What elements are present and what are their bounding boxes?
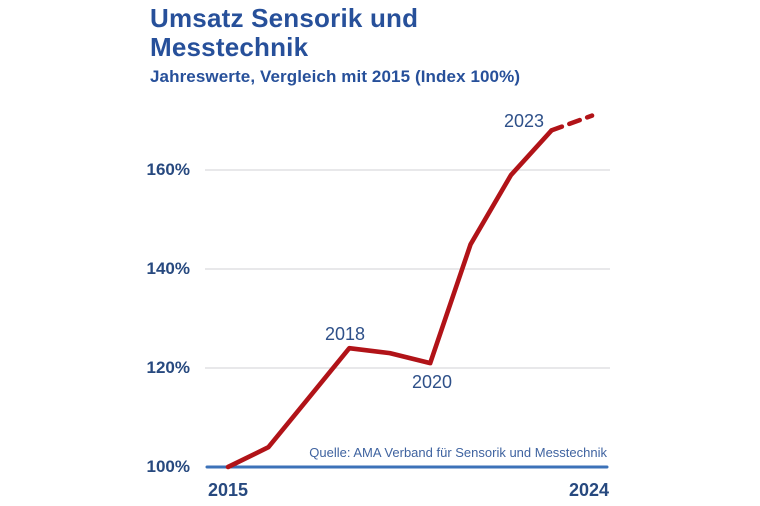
y-tick-140: 140% — [146, 259, 190, 278]
chart-subtitle: Jahreswerte, Vergleich mit 2015 (Index 1… — [150, 67, 521, 86]
revenue-line-solid — [225, 128, 554, 470]
chart-title-line2: Messtechnik — [150, 32, 309, 62]
chart-title-line1: Umsatz Sensorik und — [150, 3, 419, 33]
y-tick-160: 160% — [146, 160, 190, 179]
point-label-2018: 2018 — [324, 324, 366, 344]
horizontal-gridlines — [205, 169, 610, 369]
point-label-2023: 2023 — [503, 111, 545, 131]
revenue-line-forecast-dashed — [549, 113, 595, 133]
x-tick-2015: 2015 — [207, 480, 249, 500]
y-tick-120: 120% — [146, 358, 190, 377]
y-tick-100: 100% — [146, 457, 190, 476]
chart-title: Umsatz Sensorik und Messtechnik — [150, 4, 520, 62]
chart-title-block: Umsatz Sensorik und Messtechnik Jahreswe… — [150, 4, 520, 87]
x-tick-2024: 2024 — [568, 480, 610, 500]
point-label-2020: 2020 — [411, 372, 453, 392]
source-credit: Quelle: AMA Verband für Sensorik und Mes… — [309, 445, 607, 460]
